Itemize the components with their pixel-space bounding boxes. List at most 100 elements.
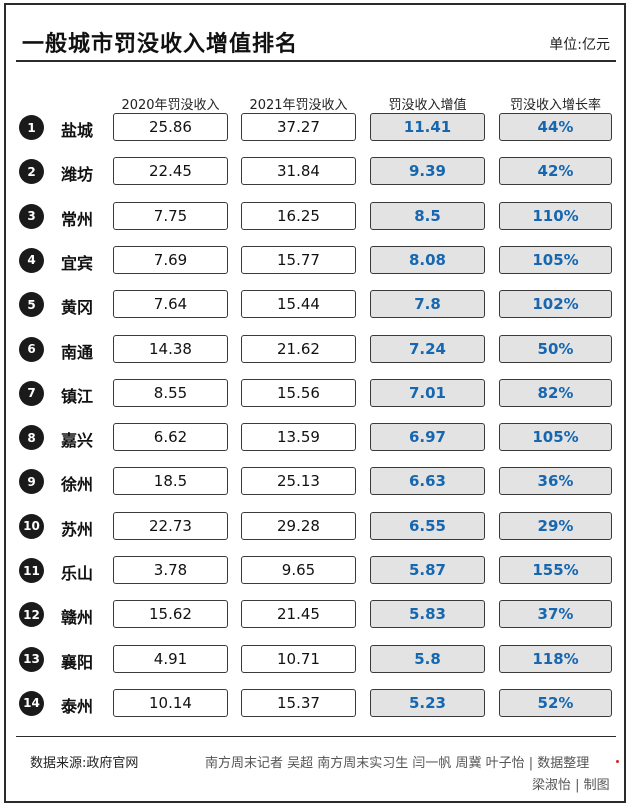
cell-2020: 15.62 bbox=[113, 600, 228, 629]
city-name: 乐山 bbox=[61, 564, 94, 583]
top-divider bbox=[16, 60, 616, 62]
cell-2020: 18.5 bbox=[113, 467, 228, 496]
unit-label: 单位:亿元 bbox=[549, 37, 610, 53]
cell-growth: 50% bbox=[499, 334, 612, 363]
cell-increase: 7.24 bbox=[370, 334, 485, 363]
table-row: 12 赣州 15.62 21.45 5.83 37% bbox=[0, 600, 632, 630]
city-name: 黄冈 bbox=[61, 298, 94, 318]
rank-badge: 11 bbox=[19, 558, 44, 583]
cell-growth: 37% bbox=[499, 600, 612, 629]
cell-2020: 10.14 bbox=[113, 688, 228, 717]
cell-2020: 4.91 bbox=[113, 644, 228, 673]
cell-2020: 7.69 bbox=[113, 245, 228, 274]
cell-2020: 3.78 bbox=[113, 556, 228, 584]
cell-2021: 15.56 bbox=[241, 378, 356, 407]
cell-growth: 105% bbox=[499, 245, 612, 274]
table-row: 4 宜宾 7.69 15.77 8.08 105% bbox=[0, 245, 632, 276]
table-row: 9 徐州 18.5 25.13 6.63 36% bbox=[0, 467, 632, 497]
table-row: 1 盐城 25.86 37.27 11.41 44% bbox=[0, 113, 632, 143]
rank-badge: 3 bbox=[19, 203, 44, 229]
cell-growth: 82% bbox=[499, 378, 612, 407]
city-name: 苏州 bbox=[61, 519, 94, 539]
credit-line-2: 梁淑怡 | 制图 bbox=[532, 778, 610, 793]
cell-2021: 15.77 bbox=[241, 245, 356, 274]
cell-growth: 52% bbox=[499, 688, 612, 717]
cell-increase: 9.39 bbox=[370, 157, 485, 186]
rank-badge: 10 bbox=[19, 513, 44, 539]
cell-increase: 11.41 bbox=[370, 113, 485, 141]
cell-growth: 110% bbox=[499, 201, 612, 230]
city-name: 潍坊 bbox=[61, 165, 94, 185]
rank-badge: 13 bbox=[19, 646, 44, 672]
city-name: 南通 bbox=[61, 342, 94, 362]
cell-2020: 22.73 bbox=[113, 511, 228, 540]
cell-2021: 13.59 bbox=[241, 423, 356, 452]
column-header-growth: 罚没收入增长率 bbox=[509, 98, 601, 113]
city-name: 盐城 bbox=[61, 121, 94, 140]
cell-increase: 6.63 bbox=[370, 467, 485, 496]
rank-badge: 7 bbox=[19, 380, 44, 406]
city-name: 赣州 bbox=[61, 608, 94, 628]
cell-2021: 31.84 bbox=[241, 157, 356, 186]
chart-title: 一般城市罚没收入增值排名 bbox=[22, 32, 299, 57]
cell-2021: 37.27 bbox=[241, 113, 356, 141]
cell-2020: 7.75 bbox=[113, 201, 228, 230]
rank-badge: 1 bbox=[19, 115, 44, 140]
cell-2021: 10.71 bbox=[241, 644, 356, 673]
cell-growth: 36% bbox=[499, 467, 612, 496]
cell-growth: 155% bbox=[499, 556, 612, 584]
cell-2021: 21.62 bbox=[241, 334, 356, 363]
table-row: 7 镇江 8.55 15.56 7.01 82% bbox=[0, 378, 632, 409]
city-name: 镇江 bbox=[61, 386, 94, 406]
column-header-2021: 2021年罚没收入 bbox=[249, 98, 348, 113]
cell-2021: 9.65 bbox=[241, 556, 356, 584]
table-row: 5 黄冈 7.64 15.44 7.8 102% bbox=[0, 290, 632, 320]
cell-growth: 118% bbox=[499, 644, 612, 673]
rank-badge: 12 bbox=[19, 602, 44, 628]
rank-badge: 2 bbox=[19, 159, 44, 185]
cell-growth: 42% bbox=[499, 157, 612, 186]
city-name: 常州 bbox=[61, 209, 94, 229]
rank-badge: 14 bbox=[19, 690, 44, 716]
cell-growth: 29% bbox=[499, 511, 612, 540]
cell-increase: 5.83 bbox=[370, 600, 485, 629]
city-name: 泰州 bbox=[61, 696, 94, 716]
cell-2021: 25.13 bbox=[241, 467, 356, 496]
cell-2021: 15.44 bbox=[241, 290, 356, 319]
cell-2021: 15.37 bbox=[241, 688, 356, 717]
cell-increase: 5.8 bbox=[370, 644, 485, 673]
rank-badge: 5 bbox=[19, 292, 44, 318]
rank-badge: 9 bbox=[19, 469, 44, 495]
red-dot-mark bbox=[616, 760, 619, 763]
city-name: 嘉兴 bbox=[61, 431, 94, 451]
column-header-increase: 罚没收入增值 bbox=[388, 98, 467, 113]
cell-increase: 7.8 bbox=[370, 290, 485, 319]
rank-badge: 6 bbox=[19, 336, 44, 362]
rank-badge: 4 bbox=[19, 247, 44, 273]
city-name: 徐州 bbox=[61, 475, 94, 495]
cell-2020: 8.55 bbox=[113, 378, 228, 407]
cell-increase: 6.97 bbox=[370, 423, 485, 452]
table-row: 14 泰州 10.14 15.37 5.23 52% bbox=[0, 688, 632, 719]
cell-2020: 22.45 bbox=[113, 157, 228, 186]
city-name: 襄阳 bbox=[61, 652, 94, 672]
cell-2020: 25.86 bbox=[113, 113, 228, 141]
rank-badge: 8 bbox=[19, 425, 44, 451]
cell-increase: 5.87 bbox=[370, 556, 485, 584]
table-row: 2 潍坊 22.45 31.84 9.39 42% bbox=[0, 157, 632, 187]
table-row: 3 常州 7.75 16.25 8.5 110% bbox=[0, 201, 632, 232]
cell-2020: 7.64 bbox=[113, 290, 228, 319]
data-source: 数据来源:政府官网 bbox=[30, 756, 139, 771]
infographic-frame bbox=[4, 3, 626, 803]
table-row: 13 襄阳 4.91 10.71 5.8 118% bbox=[0, 644, 632, 675]
cell-2021: 21.45 bbox=[241, 600, 356, 629]
cell-increase: 8.5 bbox=[370, 201, 485, 230]
cell-increase: 7.01 bbox=[370, 378, 485, 407]
table-row: 11 乐山 3.78 9.65 5.87 155% bbox=[0, 556, 632, 586]
bottom-divider bbox=[16, 736, 616, 737]
cell-increase: 6.55 bbox=[370, 511, 485, 540]
cell-growth: 105% bbox=[499, 423, 612, 452]
cell-2021: 16.25 bbox=[241, 201, 356, 230]
table-row: 6 南通 14.38 21.62 7.24 50% bbox=[0, 334, 632, 365]
credit-line-1: 南方周末记者 吴超 南方周末实习生 闫一帆 周冀 叶子怡 | 数据整理 bbox=[205, 756, 590, 771]
